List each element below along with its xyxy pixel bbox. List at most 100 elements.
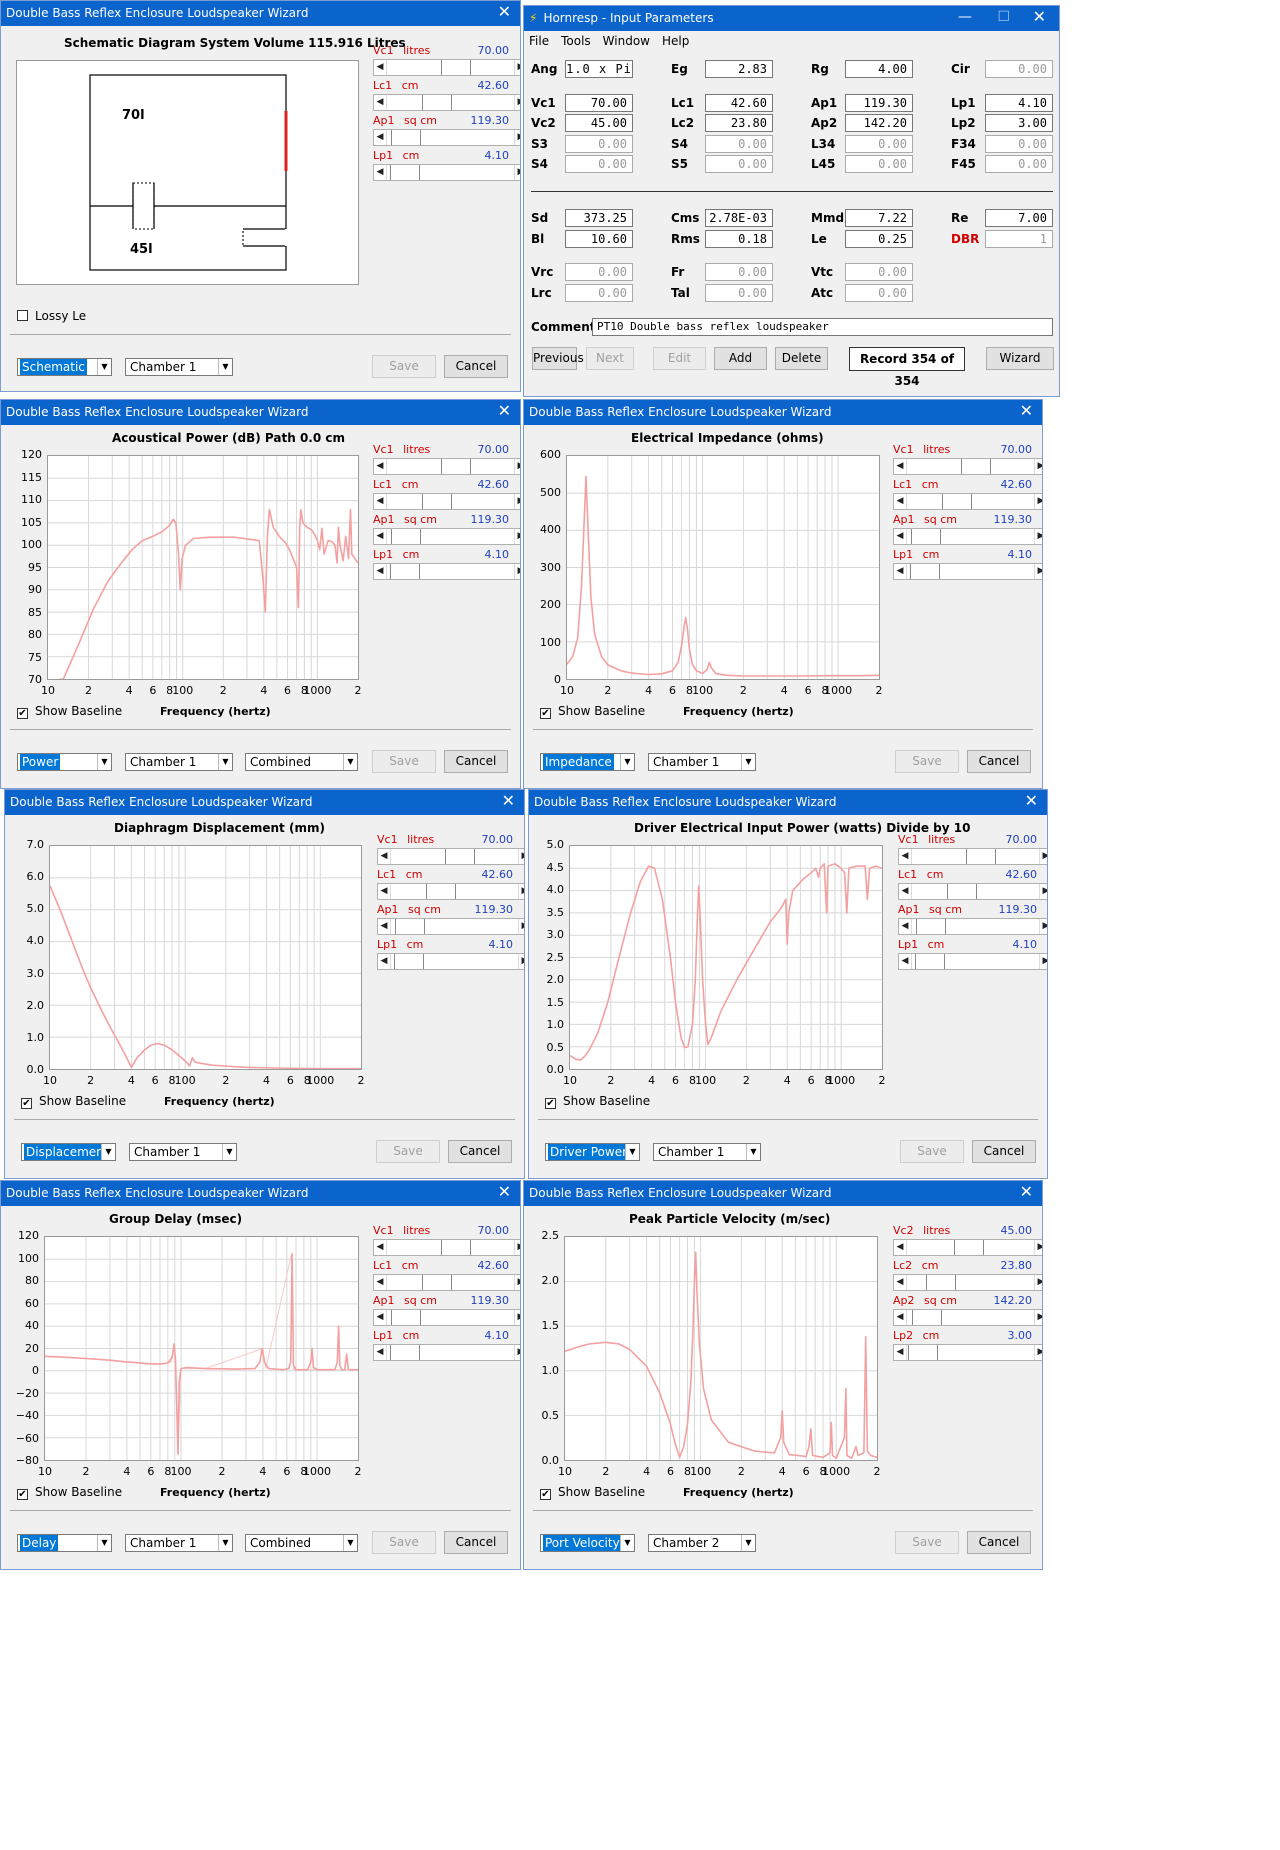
arrow-right-icon[interactable]: ▶ [518, 849, 525, 864]
slider-vc1[interactable]: ◀ ▶ [373, 1239, 521, 1256]
chevron-down-icon[interactable]: ▼ [746, 1144, 760, 1160]
arrow-right-icon[interactable]: ▶ [514, 529, 521, 544]
menu-item-tools[interactable]: Tools [561, 34, 591, 48]
arrow-left-icon[interactable]: ◀ [374, 529, 387, 544]
arrow-right-icon[interactable]: ▶ [514, 130, 521, 145]
arrow-left-icon[interactable]: ◀ [894, 1240, 907, 1255]
param-field-rg[interactable]: 4.00 [845, 60, 913, 78]
chevron-down-icon[interactable]: ▼ [741, 754, 755, 770]
slider-thumb[interactable] [390, 564, 420, 579]
arrow-right-icon[interactable]: ▶ [518, 919, 525, 934]
cancel-button[interactable]: Cancel [972, 1140, 1036, 1163]
arrow-right-icon[interactable]: ▶ [1034, 1240, 1043, 1255]
slider-thumb[interactable] [911, 529, 941, 544]
param-field-ap2[interactable]: 142.20 [845, 114, 913, 132]
checkbox-box[interactable]: ✔ [17, 1489, 28, 1500]
slider-thumb[interactable] [445, 849, 475, 864]
param-field-atc[interactable]: 0.00 [845, 284, 913, 302]
arrow-right-icon[interactable]: ▶ [1034, 564, 1043, 579]
chevron-down-icon[interactable]: ▼ [218, 359, 232, 375]
arrow-right-icon[interactable]: ▶ [1034, 494, 1043, 509]
combo-chamber-1[interactable]: Chamber 1 ▼ [648, 753, 756, 771]
checkbox-box[interactable] [17, 310, 28, 321]
param-field-le[interactable]: 0.25 [845, 230, 913, 248]
slider-thumb[interactable] [441, 1240, 471, 1255]
slider-thumb[interactable] [947, 884, 977, 899]
arrow-left-icon[interactable]: ◀ [894, 564, 907, 579]
checkbox-show-baseline[interactable]: ✔ Show Baseline [540, 704, 645, 719]
arrow-left-icon[interactable]: ◀ [894, 529, 907, 544]
slider-ap1[interactable]: ◀ ▶ [373, 129, 521, 146]
arrow-right-icon[interactable]: ▶ [1039, 849, 1048, 864]
slider-ap1[interactable]: ◀ ▶ [373, 528, 521, 545]
save-button[interactable]: Save [372, 1531, 436, 1554]
checkbox-show-baseline[interactable]: ✔ Show Baseline [21, 1094, 126, 1109]
arrow-left-icon[interactable]: ◀ [894, 1310, 907, 1325]
param-field-tal[interactable]: 0.00 [705, 284, 773, 302]
cancel-button[interactable]: Cancel [444, 1531, 508, 1554]
slider-thumb[interactable] [942, 494, 972, 509]
slider-thumb[interactable] [441, 459, 471, 474]
combo-schematic[interactable]: Schematic ▼ [17, 358, 112, 376]
wizard-button[interactable]: Wizard [986, 347, 1054, 370]
arrow-right-icon[interactable]: ▶ [514, 459, 521, 474]
arrow-right-icon[interactable]: ▶ [1034, 529, 1043, 544]
chevron-down-icon[interactable]: ▼ [620, 1535, 634, 1551]
combo-chamber-1[interactable]: Chamber 1 ▼ [125, 1534, 233, 1552]
arrow-right-icon[interactable]: ▶ [518, 954, 525, 969]
combo-chamber-1[interactable]: Chamber 1 ▼ [125, 358, 233, 376]
slider-thumb[interactable] [391, 529, 421, 544]
checkbox-show-baseline[interactable]: ✔ Show Baseline [17, 1485, 122, 1500]
slider-thumb[interactable] [915, 954, 945, 969]
slider-lc1[interactable]: ◀ ▶ [373, 493, 521, 510]
chevron-down-icon[interactable]: ▼ [620, 754, 634, 770]
arrow-right-icon[interactable]: ▶ [514, 1275, 521, 1290]
slider-thumb[interactable] [954, 1240, 984, 1255]
slider-lp1[interactable]: ◀ ▶ [373, 164, 521, 181]
arrow-right-icon[interactable]: ▶ [514, 1310, 521, 1325]
checkbox-show-baseline[interactable]: ✔ Show Baseline [540, 1485, 645, 1500]
param-field-fr[interactable]: 0.00 [705, 263, 773, 281]
arrow-right-icon[interactable]: ▶ [1039, 884, 1048, 899]
close-icon[interactable]: ✕ [497, 401, 511, 420]
slider-lc1[interactable]: ◀ ▶ [898, 883, 1048, 900]
slider-lp1[interactable]: ◀ ▶ [373, 1344, 521, 1361]
slider-lc1[interactable]: ◀ ▶ [373, 1274, 521, 1291]
checkbox-box[interactable]: ✔ [21, 1098, 32, 1109]
close-icon[interactable]: ✕ [497, 2, 511, 21]
close-icon[interactable]: ✕ [1024, 791, 1038, 810]
slider-thumb[interactable] [390, 1345, 420, 1360]
slider-thumb[interactable] [391, 130, 421, 145]
param-field-mmd[interactable]: 7.22 [845, 209, 913, 227]
slider-lc1[interactable]: ◀ ▶ [373, 94, 521, 111]
arrow-left-icon[interactable]: ◀ [899, 954, 912, 969]
delete-button[interactable]: Delete [775, 347, 828, 370]
arrow-left-icon[interactable]: ◀ [894, 494, 907, 509]
param-field-f45[interactable]: 0.00 [985, 155, 1053, 173]
arrow-left-icon[interactable]: ◀ [899, 884, 912, 899]
slider-thumb[interactable] [426, 884, 456, 899]
chevron-down-icon[interactable]: ▼ [222, 1144, 236, 1160]
arrow-left-icon[interactable]: ◀ [378, 884, 391, 899]
arrow-left-icon[interactable]: ◀ [374, 1275, 387, 1290]
arrow-right-icon[interactable]: ▶ [1034, 1345, 1043, 1360]
param-field-vc2[interactable]: 45.00 [565, 114, 633, 132]
slider-thumb[interactable] [441, 60, 471, 75]
slider-thumb[interactable] [908, 1345, 938, 1360]
save-button[interactable]: Save [376, 1140, 440, 1163]
chevron-down-icon[interactable]: ▼ [343, 754, 357, 770]
checkbox-lossy-le[interactable]: Lossy Le [17, 309, 86, 323]
cancel-button[interactable]: Cancel [448, 1140, 512, 1163]
combo-driver-power[interactable]: Driver Power ▼ [545, 1143, 640, 1161]
slider-thumb[interactable] [910, 564, 940, 579]
slider-lp2[interactable]: ◀ ▶ [893, 1344, 1043, 1361]
checkbox-box[interactable]: ✔ [540, 708, 551, 719]
slider-thumb[interactable] [422, 95, 452, 110]
slider-thumb[interactable] [390, 165, 420, 180]
cancel-button[interactable]: Cancel [444, 355, 508, 378]
save-button[interactable]: Save [372, 355, 436, 378]
cancel-button[interactable]: Cancel [444, 750, 508, 773]
chevron-down-icon[interactable]: ▼ [741, 1535, 755, 1551]
combo-delay[interactable]: Delay ▼ [17, 1534, 112, 1552]
checkbox-show-baseline[interactable]: ✔ Show Baseline [17, 704, 122, 719]
